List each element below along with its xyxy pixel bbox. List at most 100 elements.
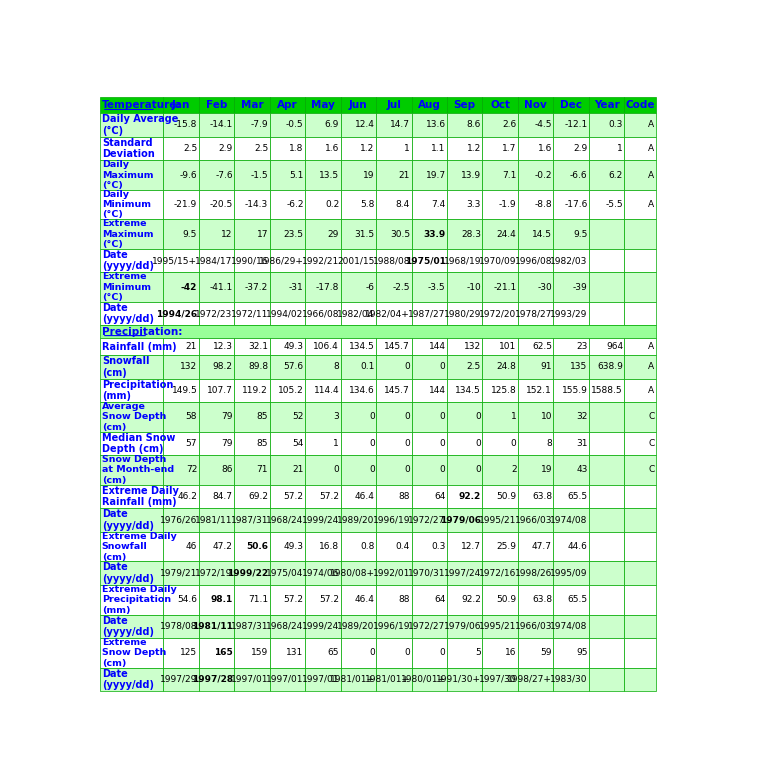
Bar	[341, 615, 376, 638]
Text: -8.8: -8.8	[535, 200, 552, 209]
Bar	[447, 668, 483, 691]
Text: 24.8: 24.8	[497, 362, 517, 371]
Text: 32.1: 32.1	[248, 342, 268, 351]
Bar	[199, 249, 234, 272]
Bar	[305, 113, 341, 136]
Bar	[341, 532, 376, 562]
Bar	[518, 97, 553, 113]
Text: 1974/08: 1974/08	[550, 622, 587, 631]
Text: Standard
Deviation: Standard Deviation	[102, 138, 154, 159]
Bar	[199, 136, 234, 161]
Bar	[234, 190, 269, 219]
Bar	[376, 431, 411, 456]
Text: 1978/08: 1978/08	[160, 622, 197, 631]
Text: 1972/20: 1972/20	[480, 309, 517, 318]
Text: 57.2: 57.2	[319, 492, 339, 501]
Text: 1993/29: 1993/29	[550, 309, 587, 318]
Text: 1980/08+: 1980/08+	[330, 569, 375, 578]
Text: 0.3: 0.3	[608, 120, 623, 129]
Text: 1995/15+: 1995/15+	[152, 256, 197, 265]
Text: 1992/01: 1992/01	[372, 569, 410, 578]
Bar	[341, 272, 376, 302]
Bar	[234, 249, 269, 272]
Text: 0: 0	[404, 466, 410, 474]
Text: 1994/02: 1994/02	[266, 309, 303, 318]
Bar	[483, 509, 518, 532]
Text: 125: 125	[180, 648, 197, 658]
Text: 64: 64	[435, 492, 445, 501]
Text: 145.7: 145.7	[384, 386, 410, 395]
Text: 1999/24: 1999/24	[302, 516, 339, 525]
Bar	[199, 585, 234, 615]
Text: Date
(yyyy/dd): Date (yyyy/dd)	[102, 615, 154, 637]
Text: 1.2: 1.2	[360, 144, 375, 153]
Text: -30: -30	[537, 282, 552, 292]
Bar	[447, 378, 483, 402]
Bar	[199, 219, 234, 249]
Text: 1968/24: 1968/24	[266, 516, 303, 525]
Bar	[518, 302, 553, 325]
Bar	[234, 509, 269, 532]
Bar	[199, 302, 234, 325]
Text: 114.4: 114.4	[314, 386, 339, 395]
Text: 134.5: 134.5	[456, 386, 481, 395]
Bar	[589, 219, 625, 249]
Text: 98.1: 98.1	[210, 595, 233, 604]
Bar	[341, 113, 376, 136]
Text: 85: 85	[257, 413, 268, 421]
Text: 1972/27: 1972/27	[408, 622, 445, 631]
Text: 134.5: 134.5	[349, 342, 375, 351]
Bar	[234, 339, 269, 355]
Text: 12: 12	[221, 229, 233, 239]
Bar	[269, 668, 305, 691]
Bar	[411, 219, 447, 249]
Bar	[553, 532, 589, 562]
Text: -7.9: -7.9	[251, 120, 268, 129]
Text: 14.7: 14.7	[390, 120, 410, 129]
Bar	[483, 219, 518, 249]
Bar	[376, 272, 411, 302]
Text: 8.6: 8.6	[466, 120, 481, 129]
Bar	[376, 615, 411, 638]
Bar	[163, 378, 199, 402]
Bar	[447, 249, 483, 272]
Bar	[483, 249, 518, 272]
Text: 0: 0	[476, 413, 481, 421]
Text: -2.5: -2.5	[393, 282, 410, 292]
Text: Sep: Sep	[454, 100, 476, 110]
Text: 88: 88	[399, 595, 410, 604]
Text: 131: 131	[286, 648, 303, 658]
Bar	[447, 219, 483, 249]
Text: 1: 1	[511, 413, 517, 421]
Text: 145.7: 145.7	[384, 342, 410, 351]
Bar	[100, 113, 163, 136]
Text: 1: 1	[404, 144, 410, 153]
Text: 58: 58	[185, 413, 197, 421]
Text: A: A	[648, 171, 654, 179]
Bar	[483, 532, 518, 562]
Bar	[483, 585, 518, 615]
Text: A: A	[648, 342, 654, 351]
Bar	[589, 532, 625, 562]
Bar	[625, 402, 656, 431]
Text: -41.1: -41.1	[210, 282, 233, 292]
Text: 1976/26: 1976/26	[160, 516, 197, 525]
Text: 2.9: 2.9	[219, 144, 233, 153]
Text: -15.8: -15.8	[174, 120, 197, 129]
Bar	[199, 562, 234, 585]
Bar	[100, 302, 163, 325]
Bar	[518, 272, 553, 302]
Text: 86: 86	[221, 466, 233, 474]
Text: C: C	[648, 439, 654, 448]
Bar	[483, 378, 518, 402]
Bar	[518, 339, 553, 355]
Text: 19: 19	[363, 171, 375, 179]
Bar	[518, 668, 553, 691]
Bar	[199, 339, 234, 355]
Text: 0: 0	[369, 413, 375, 421]
Text: 65: 65	[327, 648, 339, 658]
Text: 31.5: 31.5	[355, 229, 375, 239]
Text: 29: 29	[327, 229, 339, 239]
Bar	[269, 509, 305, 532]
Text: 1995/21: 1995/21	[480, 516, 517, 525]
